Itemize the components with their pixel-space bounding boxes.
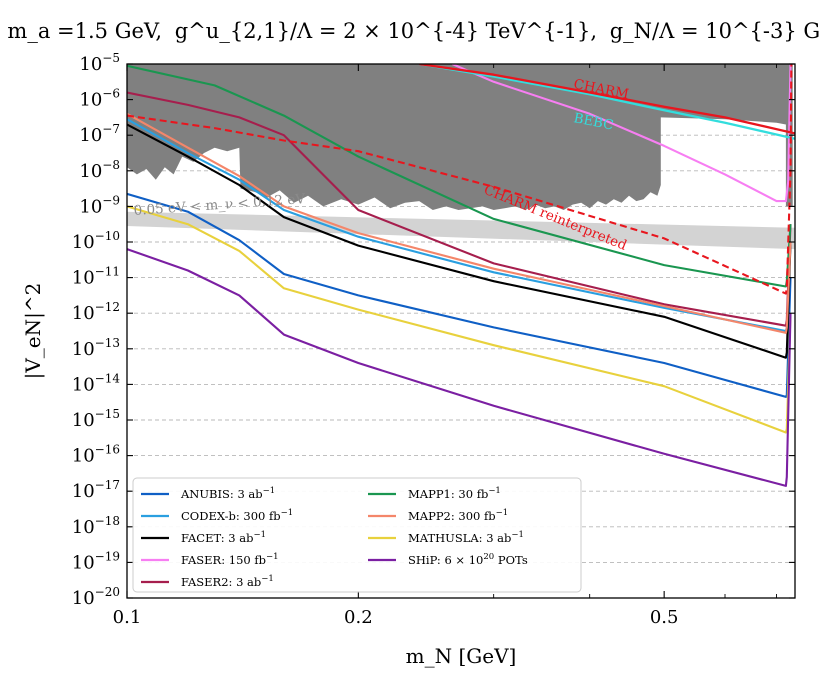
legend-label-mapp2-300-fb-1: MAPP2: 300 fb−1 [408, 508, 508, 523]
series-lines [127, 64, 795, 487]
axis-ticks: 10−5 10−6 10−7 10−8 10−9 10−10 10−11 10−12 10−13… [72, 51, 795, 628]
legend-label-facet-3-ab-1: FACET: 3 ab−1 [181, 530, 266, 545]
series-line-mapp2-300-fb-1 [127, 112, 792, 334]
plot-frame [126, 63, 796, 599]
y-tick-label: 10−9 [79, 193, 120, 217]
y-tick-label: 10−19 [72, 549, 120, 573]
series-line-ship-6-10-20-pots [127, 248, 792, 487]
y-tick-label: 10−6 [79, 87, 120, 111]
series-line-facet-3-ab-1 [127, 123, 792, 359]
legend: ANUBIS: 3 ab−1 CODEX-b: 300 fb−1 FACET: 3 … [132, 477, 582, 593]
y-tick-label: 10−18 [72, 514, 120, 538]
y-tick-label: 10−16 [72, 443, 120, 467]
title-coupling-u: g^u_{2,1}/Λ = 2 × 10^{-4} TeV^{-1}, [175, 19, 597, 43]
x-tick-label: 0.1 [113, 607, 142, 628]
legend-label-faser-150-fb-1: FASER: 150 fb−1 [181, 552, 279, 567]
y-tick-label: 10−14 [72, 371, 121, 395]
y-tick-label: 10−13 [72, 336, 120, 360]
legend-label-ship-6-10-20-pots: SHiP: 6 × 1020 POTs [408, 552, 528, 567]
x-axis-title: m_N [GeV] [406, 644, 517, 668]
title-coupling-n: g_N/Λ = 10^{-3} GeV^{-1} [610, 19, 821, 43]
y-tick-label: 10−15 [72, 407, 120, 431]
x-tick-label: 0.2 [344, 607, 373, 628]
chart-title: m_a =1.5 GeV, g^u_{2,1}/Λ = 2 × 10^{-4} … [7, 19, 821, 43]
y-tick-label: 10−5 [79, 51, 120, 75]
legend-label-mathusla-3-ab-1: MATHUSLA: 3 ab−1 [408, 530, 524, 545]
y-tick-label: 10−17 [72, 478, 120, 502]
x-tick-label: 0.5 [650, 607, 679, 628]
legend-label-codex-b-300-fb-1: CODEX-b: 300 fb−1 [181, 508, 293, 523]
series-line-mathusla-3-ab-1 [127, 205, 792, 434]
y-axis-title: |V_eN|^2 [21, 283, 46, 380]
title-ma: m_a =1.5 GeV, [7, 19, 162, 43]
legend-label-faser2-3-ab-1: FASER2: 3 ab−1 [181, 574, 274, 589]
y-tick-label: 10−20 [72, 585, 120, 609]
legend-label-anubis-3-ab-1: ANUBIS: 3 ab−1 [180, 486, 275, 501]
y-tick-label: 10−7 [79, 122, 120, 146]
series-line-faser-150-fb-1 [451, 64, 792, 203]
y-tick-label: 10−11 [72, 265, 120, 289]
series-line-anubis-3-ab-1 [127, 192, 792, 398]
y-tick-label: 10−8 [79, 158, 120, 182]
legend-box [132, 477, 582, 593]
y-tick-label: 10−12 [72, 300, 120, 324]
series-line-bebc [419, 64, 795, 140]
series-line-charm [419, 64, 795, 135]
bebc-label: BEBC [572, 110, 615, 133]
series-line-charm-reinterpreted [127, 64, 793, 295]
y-tick-label: 10−10 [72, 229, 120, 253]
legend-label-mapp1-30-fb-1: MAPP1: 30 fb−1 [408, 486, 501, 501]
